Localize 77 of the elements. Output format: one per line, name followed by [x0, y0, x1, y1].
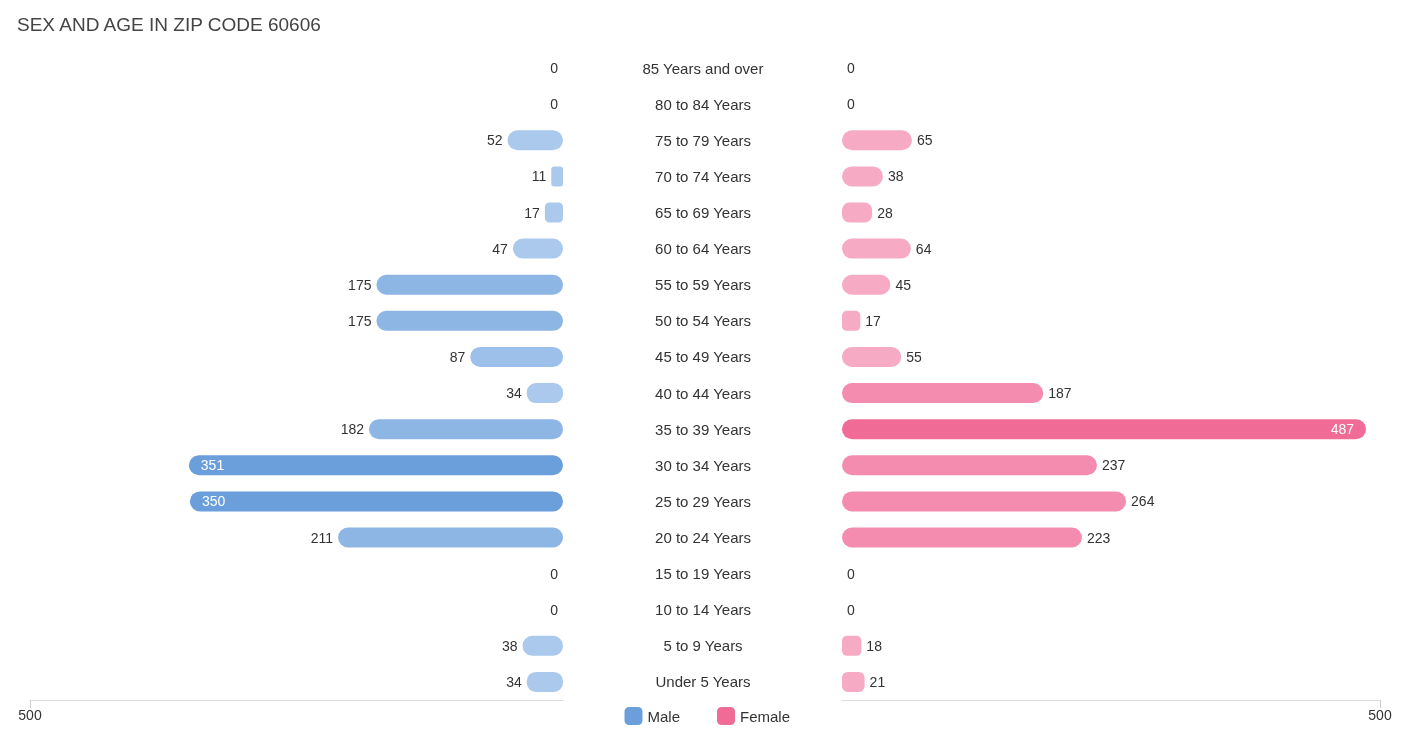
bar: [842, 527, 1082, 548]
y-tick-label: 75 to 79 Years: [655, 131, 751, 149]
bar: [376, 310, 563, 331]
data-label: 38: [501, 637, 518, 654]
data-label: 223: [1086, 529, 1111, 546]
data-label: 34: [506, 385, 522, 402]
bar: [188, 455, 563, 476]
bar: [842, 238, 911, 259]
bar: [376, 274, 563, 295]
data-label: 11: [531, 168, 547, 185]
data-label: 0: [550, 601, 559, 618]
bar: [338, 527, 563, 548]
data-label: 28: [877, 204, 893, 221]
data-label: 55: [906, 348, 922, 365]
y-tick-label: 15 to 19 Years: [655, 565, 751, 583]
data-label: 350: [201, 493, 226, 510]
data-label: 21: [869, 673, 886, 690]
data-label: 187: [1048, 385, 1072, 402]
data-label: 64: [915, 240, 932, 257]
bar: [470, 346, 563, 367]
bar: [189, 491, 563, 512]
bar: [842, 383, 1044, 404]
y-tick-label: 65 to 69 Years: [655, 204, 751, 221]
bar: [368, 419, 563, 440]
y-tick-label: 5 to 9 Years: [663, 637, 743, 655]
data-label: 17: [865, 312, 882, 329]
y-tick-label: 50 to 54 Years: [655, 312, 751, 330]
bar: [842, 419, 1367, 440]
data-label: 0: [847, 60, 855, 77]
data-label: 175: [348, 312, 372, 329]
data-label: 65: [916, 132, 933, 149]
x-tick-label: 500: [1368, 707, 1392, 723]
data-label: 351: [200, 457, 225, 474]
data-label: 264: [1131, 493, 1155, 510]
y-tick-label: 20 to 24 Years: [655, 529, 751, 546]
y-tick-label: Under 5 Years: [655, 673, 751, 691]
data-label: 211: [310, 529, 334, 546]
y-tick-label: 40 to 44 Years: [655, 384, 751, 402]
y-tick-label: 60 to 64 Years: [655, 240, 751, 258]
y-tick-label: 25 to 29 Years: [655, 492, 751, 510]
legend-label: Female: [740, 707, 791, 725]
data-label: 182: [340, 421, 365, 438]
x-tick-label: 500: [18, 707, 42, 723]
y-tick-label: 70 to 74 Years: [655, 167, 751, 185]
bar: [842, 130, 912, 151]
data-label: 45: [895, 276, 912, 293]
data-label: 38: [887, 168, 904, 185]
y-tick-label: 35 to 39 Years: [655, 420, 751, 438]
chart-title: SEX AND AGE IN ZIP CODE 60606: [17, 14, 321, 35]
y-tick-label: 45 to 49 Years: [655, 348, 751, 366]
y-tick-label: 80 to 84 Years: [655, 95, 751, 113]
bar: [544, 202, 563, 223]
bar: [842, 455, 1098, 476]
data-label: 0: [847, 601, 855, 618]
data-label: 87: [449, 348, 466, 365]
data-label: 17: [524, 204, 541, 221]
data-label: 487: [1330, 421, 1355, 438]
legend-label: Male: [647, 707, 680, 725]
data-label: 0: [550, 96, 559, 113]
bar: [842, 491, 1127, 512]
data-label: 0: [847, 565, 855, 582]
data-label: 18: [866, 637, 883, 654]
bar: [551, 166, 563, 187]
data-label: 237: [1102, 457, 1126, 474]
y-tick-label: 85 Years and over: [642, 59, 764, 77]
data-label: 0: [550, 565, 559, 582]
bar: [842, 635, 862, 656]
data-label: 52: [486, 132, 503, 149]
data-label: 47: [492, 240, 509, 257]
y-tick-label: 10 to 14 Years: [655, 601, 751, 619]
bar: [842, 310, 861, 331]
data-label: 0: [847, 96, 855, 113]
data-label: 0: [550, 60, 559, 77]
y-tick-label: 30 to 34 Years: [655, 456, 751, 474]
data-label: 34: [506, 673, 522, 690]
data-label: 175: [348, 276, 372, 293]
y-tick-label: 55 to 59 Years: [655, 276, 751, 294]
